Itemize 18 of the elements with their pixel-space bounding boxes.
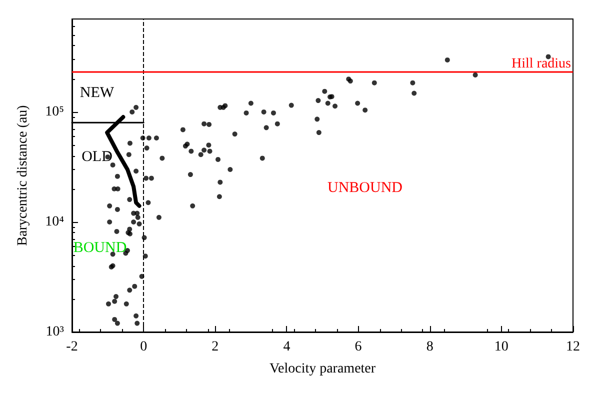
annotation: OLD xyxy=(82,149,113,165)
x-tick-label: 0 xyxy=(140,340,148,354)
y-axis-title: Barycentric distance (au) xyxy=(16,104,30,246)
x-tick-label: 4 xyxy=(283,340,290,354)
x-tick-label: 12 xyxy=(566,340,580,354)
annotation: BOUND xyxy=(73,240,127,256)
x-tick-label: 2 xyxy=(212,340,219,354)
x-tick-label: 10 xyxy=(494,340,508,354)
annotation: UNBOUND xyxy=(328,180,403,196)
x-tick-label: 6 xyxy=(354,340,362,354)
x-tick-label: -2 xyxy=(66,340,78,354)
y-tick-label: 10⁴ xyxy=(45,214,64,230)
x-tick-label: 8 xyxy=(426,340,434,354)
x-axis-title: Velocity parameter xyxy=(269,362,376,376)
y-tick-label: 10⁵ xyxy=(45,104,64,120)
annotation: NEW xyxy=(80,85,115,101)
y-tick-label: 10³ xyxy=(46,324,64,340)
ref-line-label: Hill radius xyxy=(512,56,571,72)
